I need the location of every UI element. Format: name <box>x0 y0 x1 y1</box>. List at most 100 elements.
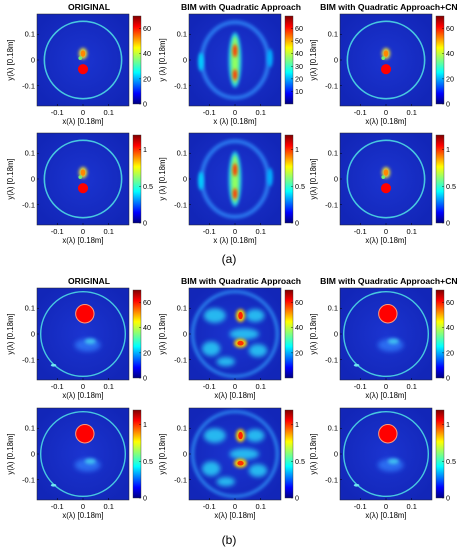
y-axis-label: y (λ) [0.18m] <box>158 157 167 200</box>
colorbar-tick-label: 30 <box>295 62 303 71</box>
y-tick-label: 0.1 <box>328 304 338 313</box>
edge-artifact-right <box>267 167 273 187</box>
artifact-6 <box>229 448 259 460</box>
y-tick-label: 0.1 <box>177 30 187 39</box>
panel-title: ORIGINAL <box>68 276 110 286</box>
x-axis-label: x(λ) [0.18m] <box>62 511 103 520</box>
edge-artifact-left <box>198 171 204 191</box>
colorbar-tick-label: 20 <box>446 74 454 83</box>
plot-area <box>36 407 130 501</box>
streak-peak-bottom <box>232 69 238 81</box>
artifact-2 <box>246 429 265 443</box>
x-axis-label: x(λ) [0.18m] <box>365 511 406 520</box>
y-tick-label: -0.1 <box>325 200 338 209</box>
x-tick-label: 0.1 <box>256 227 266 236</box>
x-tick-label: 0 <box>81 227 85 236</box>
y-axis-label: y(λ) [0.18m] <box>6 313 15 354</box>
heatmap-panel-b-2-3: -0.1 0 0.10.10-0.1x(λ) [0.18m]y(λ) [0.18m]… <box>309 407 456 520</box>
x-tick-label: 0.1 <box>407 502 417 511</box>
y-tick-label: 0 <box>183 56 187 65</box>
colorbar-tick-label: 0 <box>446 374 450 383</box>
colorbar-tick-label: 1 <box>143 420 147 429</box>
x-axis-label: x(λ) [0.18m] <box>62 117 103 126</box>
x-tick-label: -0.1 <box>51 108 64 117</box>
boundary-ring <box>346 139 426 219</box>
heatmap-panel-b-1-2: BIM with Quadratic Approach -0.1 0 0.1 0.1 0 -… <box>158 276 303 400</box>
boundary-ring <box>43 20 123 100</box>
colorbar-tick-label: 0.5 <box>446 182 456 191</box>
x-tick-label: -0.1 <box>354 227 367 236</box>
plot-area <box>36 13 130 107</box>
red-scatterer <box>378 304 398 324</box>
x-tick-label: 0 <box>81 502 85 511</box>
colorbar-tick-label: 0 <box>446 219 450 228</box>
tissue-streak <box>387 458 399 465</box>
heatmap-content <box>342 290 430 378</box>
colorbar <box>435 409 445 499</box>
artifact-5 <box>216 477 235 487</box>
y-tick-label: 0 <box>183 175 187 184</box>
artifact-2 <box>246 309 265 323</box>
x-tick-label: -0.1 <box>51 227 64 236</box>
y-axis-label: y(λ) [0.18m] <box>309 433 318 474</box>
colorbar <box>284 15 294 105</box>
boundary-ring <box>342 410 430 498</box>
y-tick-label: -0.1 <box>22 81 35 90</box>
heatmap-content <box>39 290 127 378</box>
colorbar-tick-label: 40 <box>295 323 303 332</box>
caption-a: (a) <box>222 252 237 266</box>
colorbar-tick-label: 0.5 <box>446 457 456 466</box>
streak-peak-bottom <box>232 188 238 200</box>
artifact-4 <box>248 464 268 477</box>
colorbar-tick-label: 40 <box>295 49 303 58</box>
red-scatterer <box>77 64 89 75</box>
x-tick-label: 0 <box>384 382 388 391</box>
y-tick-label: 0.1 <box>25 149 35 158</box>
small-scatterer-core <box>383 50 389 57</box>
y-tick-label: 0 <box>183 450 187 459</box>
x-tick-label: 0.1 <box>256 382 266 391</box>
heatmap-content <box>198 139 273 219</box>
artifact-5 <box>216 357 235 367</box>
boundary-ring <box>346 20 426 100</box>
colorbar-tick-label: 10 <box>295 87 303 96</box>
tissue-streak <box>84 338 96 345</box>
x-tick-label: 0 <box>81 382 85 391</box>
small-scatterer-core <box>383 169 389 176</box>
y-tick-label: -0.1 <box>325 355 338 364</box>
y-tick-label: 0.1 <box>25 424 35 433</box>
small-scatterer-tail <box>78 56 83 60</box>
y-tick-label: -0.1 <box>22 200 35 209</box>
heatmap-content <box>342 410 430 498</box>
caption-b: (b) <box>222 533 237 547</box>
reconstruction-ring <box>191 410 279 498</box>
colorbar-tick-label: 1 <box>143 145 147 154</box>
colorbar-tick-label: 0.5 <box>295 457 305 466</box>
peak-top <box>238 311 243 320</box>
panel-title: ORIGINAL <box>68 2 110 12</box>
x-tick-label: 0 <box>384 227 388 236</box>
heatmap-panel-a-1-1: ORIGINAL-0.1 0 0.10.10-0.1x(λ) [0.18m]y(λ)… <box>6 2 151 126</box>
x-axis-label: x (λ) [0.18m] <box>213 236 256 245</box>
y-axis-label: y(λ) [0.18m] <box>309 39 318 80</box>
small-scatterer-tail <box>78 175 83 179</box>
x-tick-label: -0.1 <box>51 382 64 391</box>
colorbar-tick-label: 20 <box>295 348 303 357</box>
colorbar-tick-label: 0 <box>143 494 147 503</box>
red-scatterer <box>75 304 95 324</box>
colorbar-tick-label: 0.5 <box>143 182 153 191</box>
boundary-ring <box>43 139 123 219</box>
y-axis-label: y(λ) [0.18m] <box>6 39 15 80</box>
y-tick-label: -0.1 <box>22 355 35 364</box>
colorbar <box>132 134 142 224</box>
colorbar-tick-label: 1 <box>295 145 299 154</box>
red-scatterer <box>378 424 398 444</box>
x-axis-label: x(λ) [0.18m] <box>214 511 255 520</box>
edge-artifact-left <box>198 52 204 72</box>
heatmap-panel-a-1-3: BIM with Quadratic Approach+CNN -0.1 0 0.1 0… <box>309 2 458 126</box>
y-tick-label: 0 <box>334 330 338 339</box>
y-tick-label: 0.1 <box>25 304 35 313</box>
y-axis-label: y(λ) [0.18m] <box>158 433 167 474</box>
heatmap-panel-a-2-2: -0.1 0 0.10.10-0.1x (λ) [0.18m]y (λ) [0.18… <box>158 132 305 245</box>
